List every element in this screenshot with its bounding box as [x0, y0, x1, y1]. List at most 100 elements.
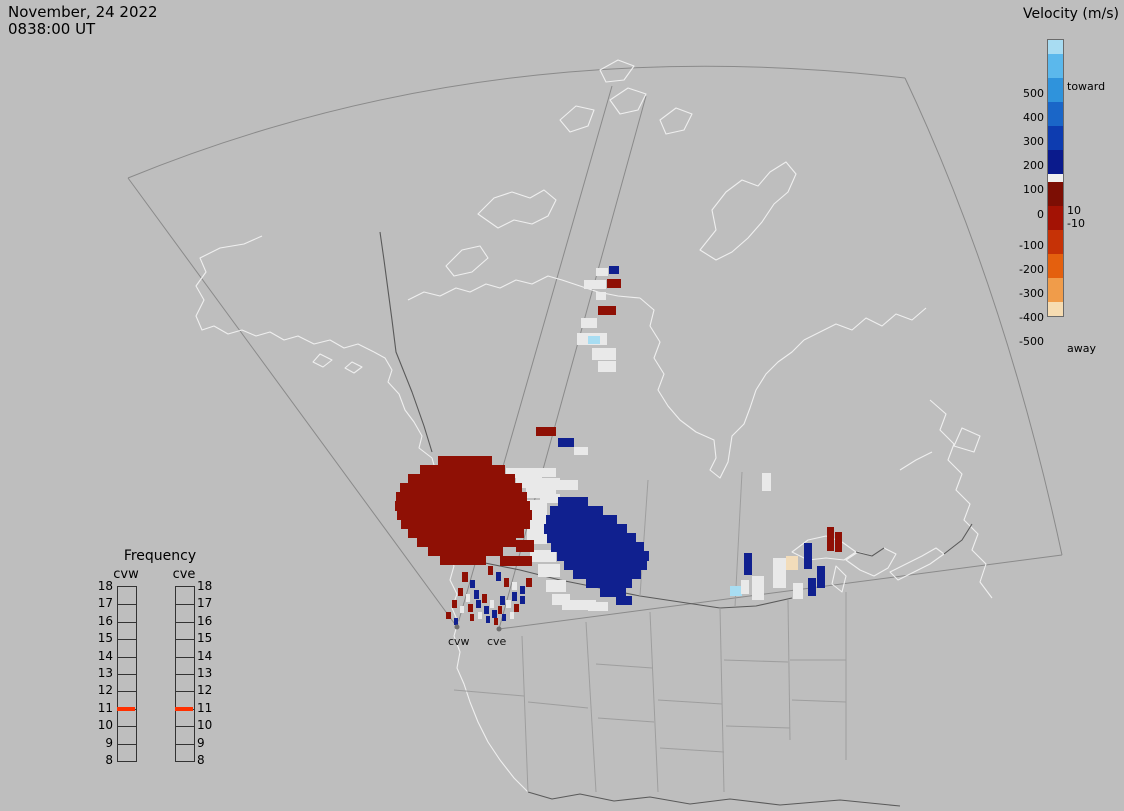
- map-data-cell: [550, 506, 603, 516]
- map-data-cell: [526, 578, 532, 587]
- velocity-tick-label: 200: [1023, 159, 1044, 172]
- map-data-cell: [793, 583, 803, 599]
- colorbar-segment: [1048, 40, 1063, 54]
- frequency-tickline: [118, 674, 136, 675]
- map-data-cell: [476, 600, 481, 608]
- colorbar-segment: [1048, 150, 1063, 174]
- map-data-cell: [586, 578, 632, 588]
- frequency-tickline: [118, 657, 136, 658]
- map-data-cell: [400, 483, 522, 493]
- map-data-cell: [616, 596, 632, 605]
- radar-map-label-cve: cve: [487, 635, 507, 648]
- map-data-cell: [592, 348, 616, 360]
- map-data-cell: [486, 616, 490, 623]
- frequency-tick-label: 9: [197, 735, 205, 750]
- map-data-cell: [470, 580, 475, 588]
- colorbar-segment: [1048, 78, 1063, 102]
- frequency-tickline: [118, 744, 136, 745]
- map-data-cell: [835, 532, 842, 552]
- radar-map-label-cvw: cvw: [448, 635, 470, 648]
- velocity-colorbar: [1047, 39, 1064, 317]
- map-data-cell: [557, 551, 649, 561]
- map-data-cell: [573, 569, 641, 579]
- map-data-cell: [526, 488, 556, 498]
- frequency-tickline: [118, 691, 136, 692]
- map-data-cell: [516, 540, 534, 552]
- map-data-cell: [744, 553, 752, 575]
- map-data-cell: [500, 596, 505, 605]
- map-data-cell: [546, 515, 617, 525]
- map-data-cell: [741, 580, 749, 594]
- frequency-legend-title: Frequency: [123, 548, 197, 564]
- map-data-cell: [498, 606, 502, 614]
- map-data-cell: [607, 279, 621, 288]
- frequency-tick-label: 11: [197, 700, 213, 715]
- map-data-cell: [452, 600, 457, 608]
- map-data-cell: [804, 543, 812, 569]
- map-data-cell: [547, 533, 636, 543]
- frequency-tick-label: 17: [197, 596, 213, 611]
- velocity-tick-label: 300: [1023, 135, 1044, 148]
- frequency-tick-label: 18: [197, 579, 213, 593]
- velocity-tick-label: 400: [1023, 111, 1044, 124]
- velocity-tick-label: -100: [1019, 239, 1044, 252]
- map-data-cell: [588, 336, 600, 344]
- frequency-tickline: [176, 622, 194, 623]
- map-data-cell: [786, 556, 798, 570]
- map-data-cell: [466, 594, 470, 602]
- map-data-cell: [420, 465, 505, 475]
- map-data-cell: [492, 610, 497, 618]
- map-data-cell: [558, 438, 574, 447]
- velocity-data-cells: [395, 266, 842, 625]
- map-data-cell: [827, 527, 834, 551]
- velocity-tick-label: 0: [1037, 208, 1044, 221]
- colorbar-segment: [1048, 54, 1063, 78]
- map-data-cell: [454, 618, 458, 625]
- map-data-cell: [584, 280, 606, 289]
- map-data-cell: [552, 594, 570, 605]
- frequency-tick-label: 8: [197, 753, 205, 767]
- frequency-column-label-cve: cve: [172, 567, 196, 582]
- frequency-tick-label: 13: [97, 666, 113, 680]
- map-data-cell: [762, 473, 771, 491]
- frequency-tickline: [118, 622, 136, 623]
- velocity-tick-label: -400: [1019, 311, 1044, 324]
- map-data-cell: [397, 510, 532, 520]
- map-data-cell: [588, 602, 608, 611]
- frequency-tickline: [176, 674, 194, 675]
- map-data-cell: [520, 596, 525, 604]
- map-data-cell: [506, 468, 542, 478]
- map-data-cell: [460, 606, 464, 613]
- map-data-cell: [512, 592, 517, 601]
- map-data-cell: [395, 501, 530, 511]
- map-data-cell: [730, 586, 742, 596]
- colorbar-segment: [1048, 254, 1063, 278]
- velocity-tick-label: -300: [1019, 287, 1044, 300]
- velocity-tick-label: 500: [1023, 87, 1044, 100]
- frequency-marker: [175, 707, 193, 711]
- coastlines: [195, 59, 993, 793]
- frequency-tick-label: 14: [197, 648, 213, 663]
- velocity-tick-label: -500: [1019, 335, 1044, 348]
- map-data-cell: [520, 586, 525, 594]
- velocity-tick-label: 100: [1023, 183, 1044, 196]
- colorbar-segment: [1048, 302, 1063, 316]
- frequency-tickline: [176, 744, 194, 745]
- map-data-cell: [540, 494, 560, 503]
- map-data-cell: [600, 587, 626, 597]
- frequency-tick-label: 10: [97, 718, 113, 733]
- frequency-tickline: [176, 639, 194, 640]
- timestamp-block: November, 24 2022 0838:00 UT: [8, 4, 158, 38]
- radar-dot-cve: [496, 626, 502, 632]
- frequency-tick-label: 9: [105, 735, 113, 750]
- map-data-cell: [428, 546, 503, 556]
- map-data-cell: [496, 572, 501, 581]
- colorbar-segment: [1048, 206, 1063, 230]
- map-data-cell: [512, 582, 517, 590]
- map-data-cell: [773, 558, 786, 588]
- velocity-legend-title: Velocity (m/s): [1023, 6, 1119, 22]
- map-data-cell: [752, 576, 764, 600]
- map-data-cell: [574, 447, 588, 455]
- frequency-tickline: [176, 726, 194, 727]
- map-data-cell: [470, 614, 474, 621]
